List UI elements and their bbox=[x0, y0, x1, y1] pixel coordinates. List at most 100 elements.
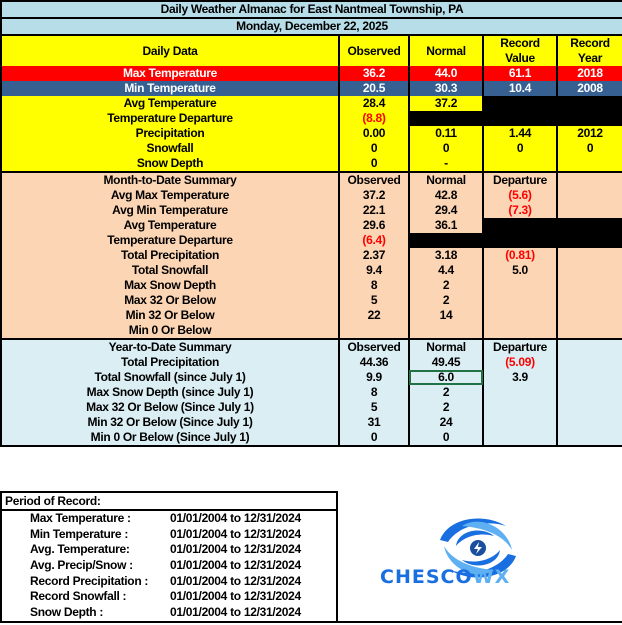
table-cell[interactable] bbox=[555, 96, 622, 111]
table-cell[interactable] bbox=[555, 278, 622, 293]
table-cell[interactable]: 20.5 bbox=[338, 81, 410, 96]
row-label[interactable]: Max Snow Depth bbox=[0, 278, 340, 293]
table-cell[interactable] bbox=[482, 156, 558, 173]
table-cell[interactable]: 2008 bbox=[555, 81, 622, 96]
table-cell[interactable] bbox=[408, 323, 484, 340]
table-cell[interactable] bbox=[408, 111, 484, 126]
table-cell[interactable]: 5.0 bbox=[482, 263, 558, 278]
table-cell[interactable]: 2018 bbox=[555, 66, 622, 81]
table-cell[interactable]: 36.1 bbox=[408, 218, 484, 233]
row-label[interactable]: Snow Depth bbox=[0, 156, 340, 173]
table-cell[interactable]: 49.45 bbox=[408, 355, 484, 370]
table-cell[interactable]: 0 bbox=[482, 141, 558, 156]
table-cell[interactable] bbox=[482, 233, 558, 248]
row-label[interactable]: Min 32 Or Below (Since July 1) bbox=[0, 415, 340, 430]
table-cell[interactable]: 3.18 bbox=[408, 248, 484, 263]
row-label[interactable]: Max Temperature bbox=[0, 66, 340, 81]
table-cell[interactable]: (5.09) bbox=[482, 355, 558, 370]
table-cell[interactable]: 0 bbox=[408, 430, 484, 447]
table-cell[interactable]: 2 bbox=[408, 385, 484, 400]
table-cell[interactable]: 22.1 bbox=[338, 203, 410, 218]
table-cell[interactable] bbox=[555, 430, 622, 447]
row-label[interactable]: Min Temperature bbox=[0, 81, 340, 96]
table-cell[interactable] bbox=[482, 430, 558, 447]
table-cell[interactable]: 0 bbox=[338, 430, 410, 447]
row-label[interactable]: Precipitation bbox=[0, 126, 340, 141]
row-label[interactable]: Temperature Departure bbox=[0, 233, 340, 248]
table-cell[interactable]: 5 bbox=[338, 293, 410, 308]
row-label[interactable]: Total Precipitation bbox=[0, 355, 340, 370]
table-cell[interactable]: (5.6) bbox=[482, 188, 558, 203]
table-cell[interactable]: 4.4 bbox=[408, 263, 484, 278]
row-label[interactable]: Total Snowfall bbox=[0, 263, 340, 278]
table-cell[interactable] bbox=[555, 323, 622, 340]
table-cell[interactable]: 22 bbox=[338, 308, 410, 323]
table-cell[interactable]: (8.8) bbox=[338, 111, 410, 126]
table-cell[interactable]: 8 bbox=[338, 385, 410, 400]
table-cell[interactable] bbox=[338, 323, 410, 340]
table-cell[interactable]: 29.6 bbox=[338, 218, 410, 233]
table-cell[interactable]: 3.9 bbox=[482, 370, 558, 385]
table-cell[interactable]: 14 bbox=[408, 308, 484, 323]
table-cell[interactable]: (0.81) bbox=[482, 248, 558, 263]
table-cell[interactable]: (7.3) bbox=[482, 203, 558, 218]
table-cell[interactable] bbox=[555, 385, 622, 400]
table-cell[interactable] bbox=[555, 308, 622, 323]
table-cell[interactable]: 61.1 bbox=[482, 66, 558, 81]
table-cell[interactable]: 0 bbox=[408, 141, 484, 156]
table-cell[interactable]: 5 bbox=[338, 400, 410, 415]
table-cell[interactable]: 2.37 bbox=[338, 248, 410, 263]
table-cell[interactable]: 8 bbox=[338, 278, 410, 293]
table-cell[interactable] bbox=[555, 293, 622, 308]
table-cell[interactable]: 31 bbox=[338, 415, 410, 430]
row-label[interactable]: Max 32 Or Below (Since July 1) bbox=[0, 400, 340, 415]
table-cell[interactable] bbox=[555, 188, 622, 203]
table-cell[interactable]: 36.2 bbox=[338, 66, 410, 81]
table-cell[interactable]: 2012 bbox=[555, 126, 622, 141]
table-cell[interactable]: 44.0 bbox=[408, 66, 484, 81]
table-cell[interactable]: 0 bbox=[338, 141, 410, 156]
table-cell[interactable] bbox=[555, 218, 622, 233]
table-cell[interactable]: 10.4 bbox=[482, 81, 558, 96]
row-label[interactable]: Max Snow Depth (since July 1) bbox=[0, 385, 340, 400]
table-cell[interactable] bbox=[555, 111, 622, 126]
row-label[interactable]: Total Precipitation bbox=[0, 248, 340, 263]
table-cell[interactable] bbox=[482, 96, 558, 111]
table-cell[interactable]: 29.4 bbox=[408, 203, 484, 218]
table-cell[interactable] bbox=[555, 156, 622, 173]
table-cell[interactable] bbox=[555, 248, 622, 263]
table-cell[interactable]: 28.4 bbox=[338, 96, 410, 111]
row-label[interactable]: Min 32 Or Below bbox=[0, 308, 340, 323]
row-label[interactable]: Avg Temperature bbox=[0, 218, 340, 233]
table-cell[interactable]: 1.44 bbox=[482, 126, 558, 141]
table-cell[interactable]: 0 bbox=[555, 141, 622, 156]
row-label[interactable]: Avg Temperature bbox=[0, 96, 340, 111]
table-cell[interactable]: 37.2 bbox=[338, 188, 410, 203]
table-cell[interactable]: 37.2 bbox=[408, 96, 484, 111]
row-label[interactable]: Min 0 Or Below (Since July 1) bbox=[0, 430, 340, 447]
table-cell[interactable] bbox=[408, 233, 484, 248]
row-label[interactable]: Min 0 Or Below bbox=[0, 323, 340, 340]
table-cell[interactable]: 24 bbox=[408, 415, 484, 430]
table-cell[interactable] bbox=[482, 111, 558, 126]
table-cell[interactable] bbox=[555, 415, 622, 430]
table-cell[interactable]: 0.00 bbox=[338, 126, 410, 141]
table-cell[interactable] bbox=[482, 400, 558, 415]
table-cell[interactable] bbox=[555, 203, 622, 218]
table-cell[interactable]: 9.9 bbox=[338, 370, 410, 385]
row-label[interactable]: Temperature Departure bbox=[0, 111, 340, 126]
table-cell[interactable]: 44.36 bbox=[338, 355, 410, 370]
row-label[interactable]: Total Snowfall (since July 1) bbox=[0, 370, 340, 385]
table-cell[interactable] bbox=[482, 415, 558, 430]
table-cell[interactable]: 0 bbox=[338, 156, 410, 173]
table-cell[interactable]: 9.4 bbox=[338, 263, 410, 278]
table-cell[interactable] bbox=[555, 355, 622, 370]
table-cell[interactable]: 2 bbox=[408, 278, 484, 293]
row-label[interactable]: Avg Min Temperature bbox=[0, 203, 340, 218]
table-cell[interactable] bbox=[555, 263, 622, 278]
table-cell[interactable] bbox=[555, 370, 622, 385]
table-cell[interactable] bbox=[482, 278, 558, 293]
table-cell[interactable] bbox=[482, 218, 558, 233]
table-cell[interactable]: 30.3 bbox=[408, 81, 484, 96]
table-cell[interactable] bbox=[482, 293, 558, 308]
